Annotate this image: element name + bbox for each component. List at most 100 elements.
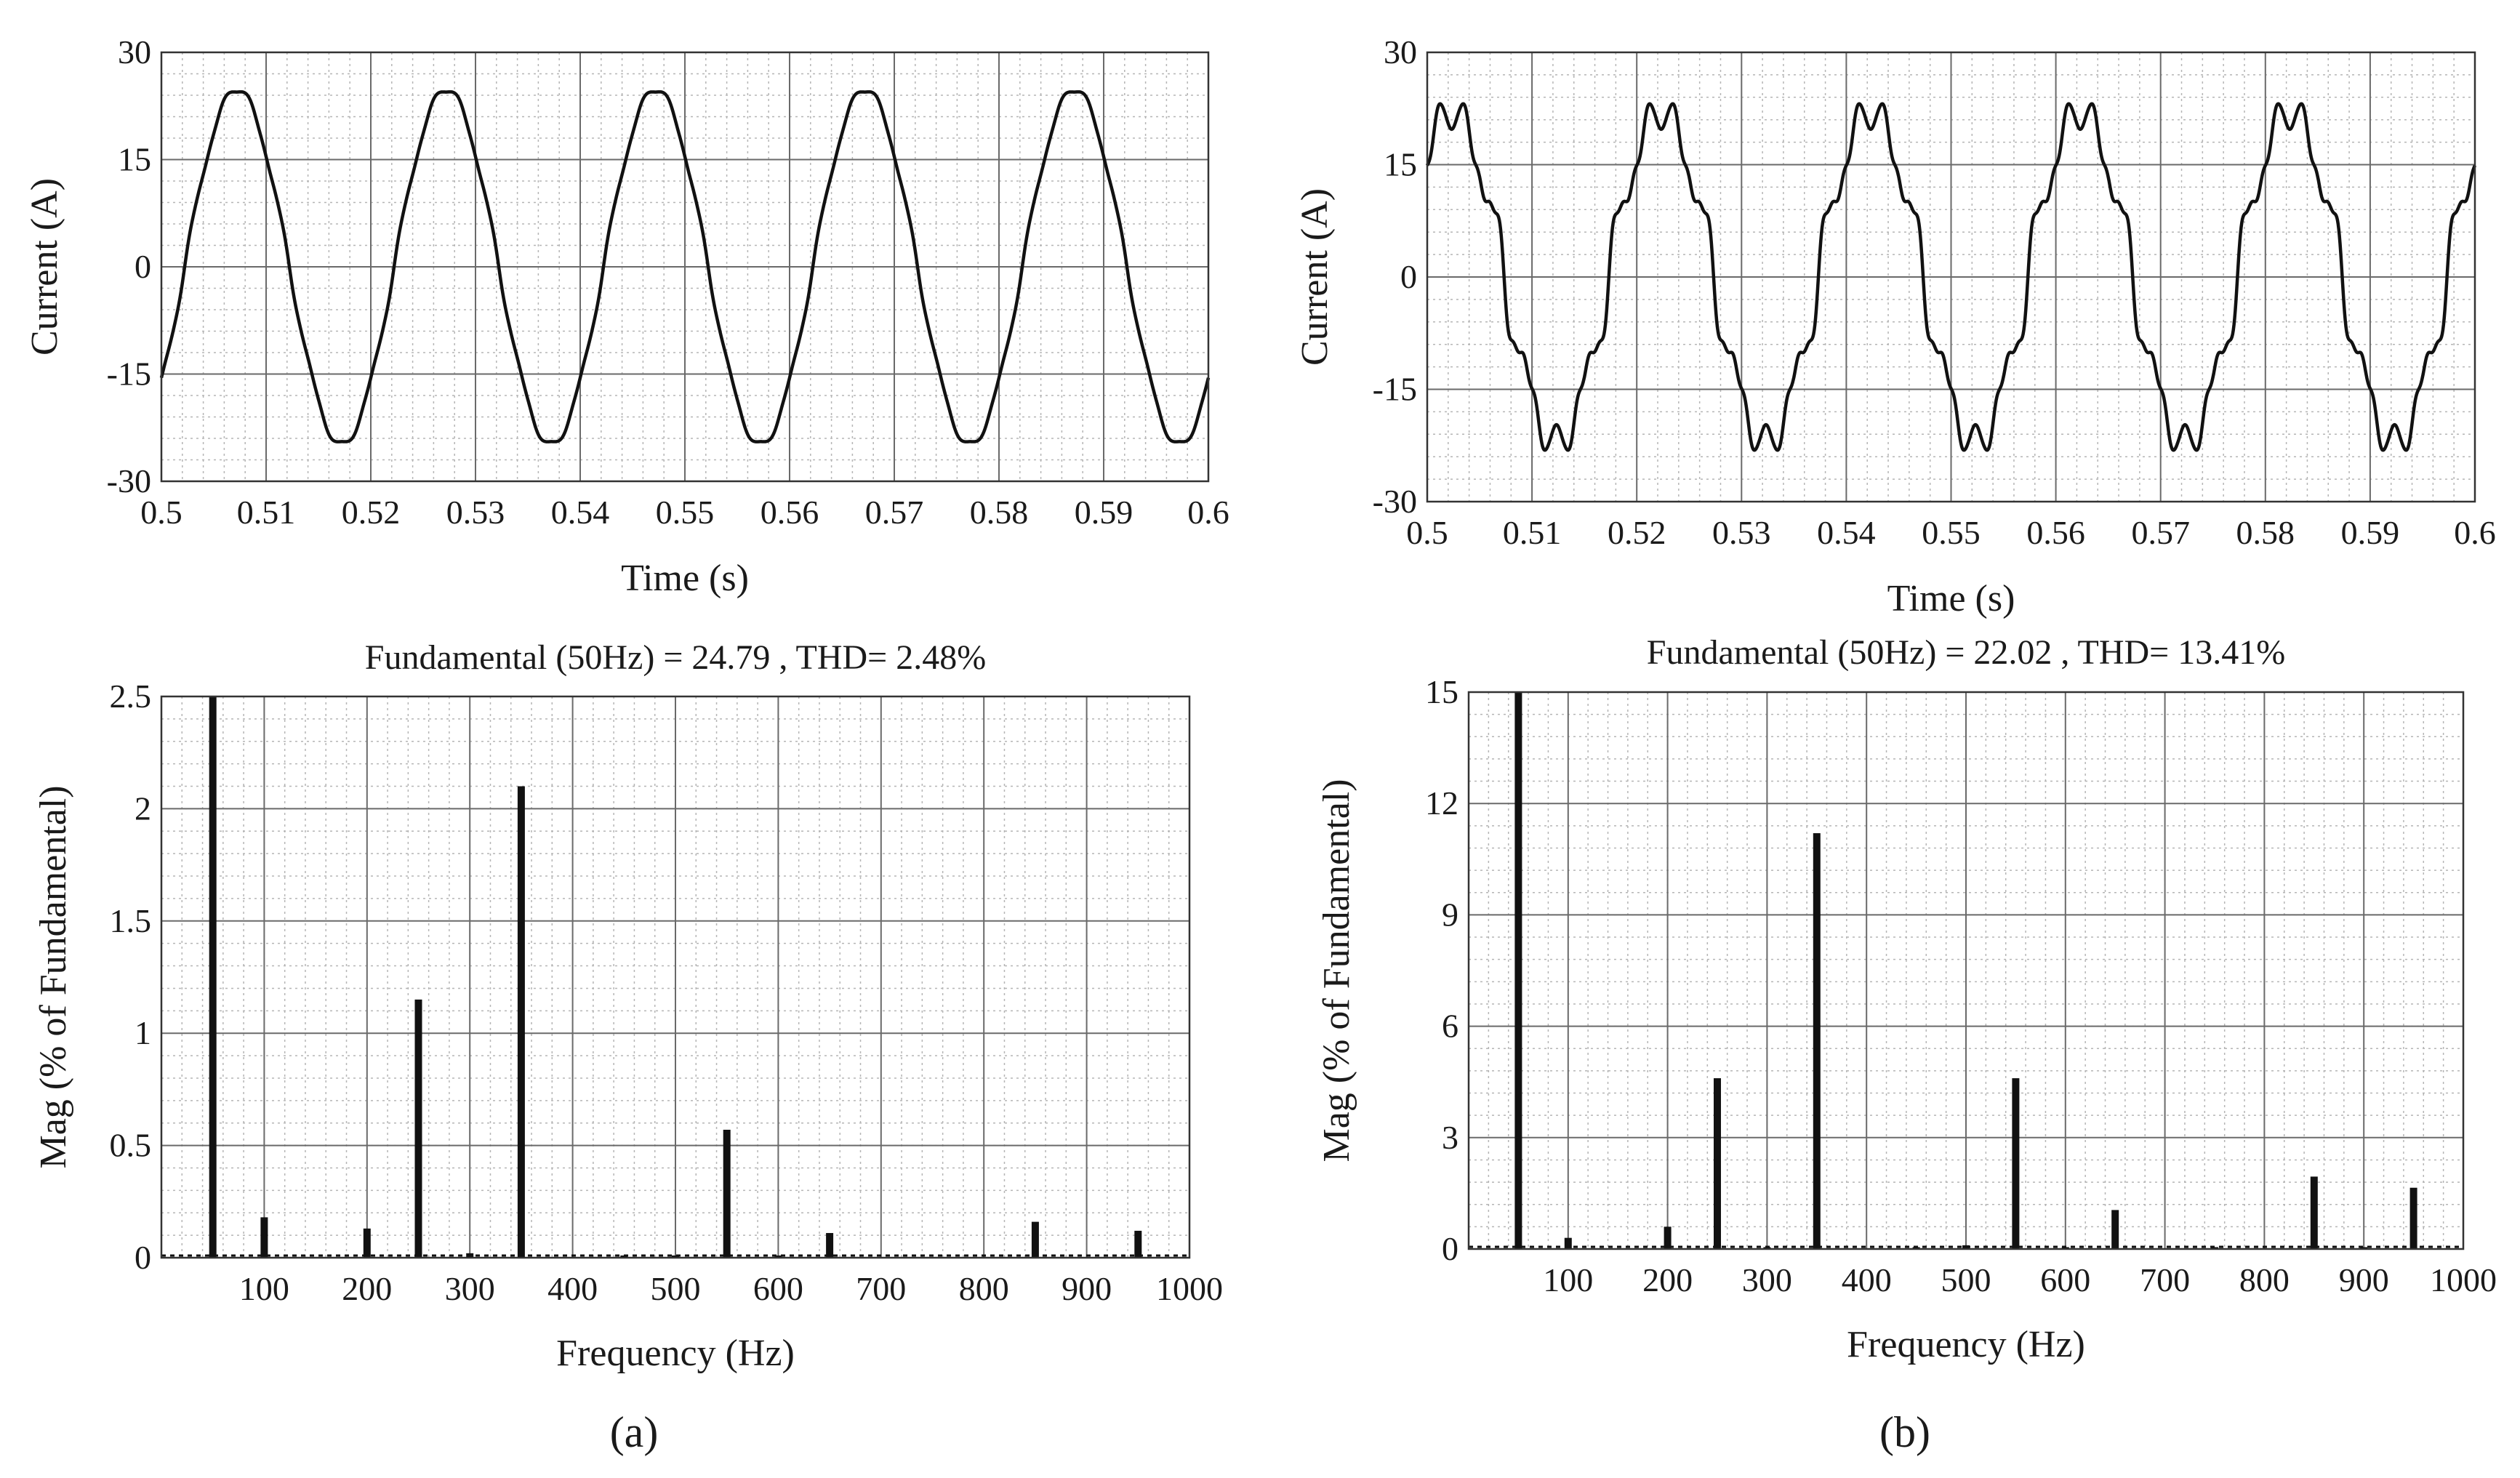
chart-a_fft: 100 200 300 400 500 600 700 800 900 1000 2.5 2 1.5 1 0…	[33, 638, 1223, 1374]
harmonic-bar-250hz	[1714, 1078, 1721, 1249]
x-tick-label: 0.51	[1503, 514, 1562, 551]
harmonic-bar-350hz	[1813, 833, 1821, 1249]
y-tick-label: 0	[135, 1239, 151, 1276]
harmonic-bar-100hz	[260, 1217, 268, 1258]
x-tick-label: 0.59	[2341, 514, 2400, 551]
harmonic-bar-500hz	[672, 1255, 679, 1258]
y-tick-label: 2.5	[110, 678, 152, 715]
chart-b_fft: 100 200 300 400 500 600 700 800 900 1000 15 12 9 6 3 0 F…	[1316, 633, 2497, 1365]
x-tick-label: 800	[959, 1270, 1009, 1307]
y-tick-label: -30	[107, 462, 151, 499]
harmonic-bar-850hz	[1031, 1221, 1039, 1258]
x-tick-label: 100	[1543, 1261, 1593, 1298]
harmonic-bar-950hz	[1134, 1230, 1142, 1258]
x-tick-label: 800	[2239, 1261, 2290, 1298]
x-axis-label: Frequency (Hz)	[556, 1333, 795, 1374]
x-tick-label: 200	[1642, 1261, 1693, 1298]
x-tick-label: 500	[1941, 1261, 1991, 1298]
chart-b_time: 0.5 0.51 0.52 0.53 0.54 0.55 0.56 0.57 0.58 0.59 0…	[1294, 33, 2496, 619]
current-waveform-line	[1425, 102, 2477, 452]
x-tick-label: 700	[856, 1270, 906, 1307]
panel-label-b: (b)	[1879, 1408, 1930, 1456]
y-tick-label: 30	[118, 33, 151, 71]
x-tick-label: 0.6	[2454, 514, 2496, 551]
x-tick-label: 0.55	[656, 494, 715, 531]
harmonic-bar-250hz	[414, 999, 422, 1258]
harmonic-bar-300hz	[1763, 1247, 1771, 1249]
y-tick-label: 0	[1442, 1230, 1458, 1267]
x-tick-label: 0.57	[865, 494, 924, 531]
x-tick-label: 0.58	[970, 494, 1029, 531]
harmonic-bar-950hz	[2409, 1187, 2417, 1249]
x-tick-label: 0.56	[761, 494, 819, 531]
x-tick-label: 900	[2339, 1261, 2389, 1298]
harmonic-bar-650hz	[826, 1233, 834, 1258]
harmonic-bar-600hz	[2061, 1247, 2069, 1249]
harmonic-bar-450hz	[620, 1255, 628, 1258]
x-tick-label: 1000	[2430, 1261, 2497, 1298]
harmonic-bar-600hz	[774, 1255, 782, 1258]
x-tick-label: 900	[1062, 1270, 1112, 1307]
harmonic-bar-550hz	[723, 1129, 731, 1258]
harmonic-bar-50hz	[1514, 692, 1522, 1249]
x-tick-label: 0.53	[446, 494, 505, 531]
harmonic-bar-50hz	[209, 696, 217, 1258]
y-tick-label: -30	[1373, 483, 1417, 520]
x-tick-label: 0.54	[551, 494, 610, 531]
harmonic-bar-200hz	[363, 1228, 371, 1258]
y-tick-label: 0.5	[110, 1127, 152, 1164]
y-tick-label: 6	[1442, 1008, 1458, 1045]
x-tick-label: 0.51	[237, 494, 296, 531]
x-tick-label: 0.5	[1406, 514, 1448, 551]
harmonic-bar-100hz	[1564, 1237, 1572, 1249]
harmonic-bar-200hz	[1664, 1226, 1672, 1249]
y-tick-label: -15	[107, 356, 151, 393]
chart-title: Fundamental (50Hz) = 22.02 , THD= 13.41%	[1647, 633, 2285, 672]
x-tick-label: 0.5	[140, 494, 182, 531]
y-tick-label: 2	[135, 790, 151, 827]
x-axis-label: Time (s)	[1887, 578, 2015, 619]
harmonic-bar-550hz	[2012, 1078, 2020, 1249]
x-tick-label: 100	[239, 1270, 289, 1307]
y-axis-label: Mag (% of Fundamental)	[33, 785, 74, 1168]
x-tick-label: 0.56	[2026, 514, 2085, 551]
x-tick-label: 600	[2040, 1261, 2090, 1298]
x-tick-label: 0.6	[1187, 494, 1229, 531]
harmonic-bar-450hz	[1912, 1247, 1920, 1249]
harmonic-bar-750hz	[2211, 1247, 2218, 1249]
x-tick-label: 300	[1742, 1261, 1792, 1298]
x-axis-label: Time (s)	[621, 558, 749, 599]
x-tick-label: 0.52	[342, 494, 401, 531]
harmonic-bar-350hz	[517, 786, 525, 1258]
y-tick-label: -15	[1373, 371, 1417, 408]
x-tick-label: 300	[445, 1270, 495, 1307]
y-tick-label: 3	[1442, 1119, 1458, 1156]
y-tick-label: 1.5	[110, 902, 152, 939]
plot-frame	[1467, 691, 2465, 1250]
harmonic-bar-500hz	[1962, 1245, 1970, 1249]
x-tick-label: 0.59	[1075, 494, 1133, 531]
x-tick-label: 500	[651, 1270, 701, 1307]
y-tick-label: 30	[1384, 33, 1417, 71]
harmonic-bar-300hz	[466, 1253, 474, 1258]
plot-frame	[160, 695, 1191, 1259]
x-tick-label: 0.54	[1817, 514, 1876, 551]
x-tick-label: 1000	[1156, 1270, 1223, 1307]
x-tick-label: 0.52	[1608, 514, 1666, 551]
y-tick-label: 12	[1425, 784, 1458, 822]
panel-label-a: (a)	[610, 1408, 659, 1456]
current-waveform-line	[159, 90, 1211, 443]
x-tick-label: 700	[2140, 1261, 2190, 1298]
x-axis-label: Frequency (Hz)	[1847, 1324, 2085, 1365]
y-tick-label: 15	[1425, 673, 1458, 710]
harmonic-bar-650hz	[2111, 1210, 2119, 1249]
y-tick-label: 9	[1442, 896, 1458, 933]
y-tick-label: 15	[118, 141, 151, 178]
y-tick-label: 15	[1384, 146, 1417, 183]
plot-frame	[1426, 51, 2476, 503]
y-tick-label: 0	[1400, 258, 1417, 295]
y-tick-label: 0	[135, 248, 151, 285]
y-axis-label: Current (A)	[24, 178, 65, 356]
x-tick-label: 0.57	[2131, 514, 2190, 551]
